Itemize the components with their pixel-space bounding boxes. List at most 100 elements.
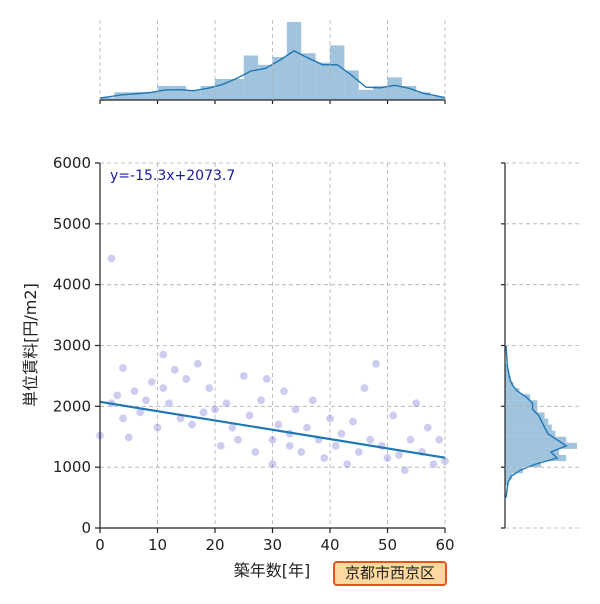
right-histogram-bar <box>505 461 541 468</box>
scatter-point <box>285 441 295 451</box>
top-histogram-bar <box>286 22 302 100</box>
scatter-point <box>187 420 197 430</box>
scatter-point <box>348 417 358 427</box>
y-tick-label: 1000 <box>53 458 91 476</box>
y-tick-label: 2000 <box>53 397 91 415</box>
right-histogram-bar <box>505 467 523 474</box>
scatter-point <box>371 359 381 369</box>
right-histogram-bar <box>505 430 556 437</box>
scatter-point <box>342 459 352 469</box>
top-histogram-bar <box>358 89 374 100</box>
scatter-point <box>428 459 438 469</box>
right-histogram-bar <box>505 406 538 413</box>
scatter-point <box>267 459 277 469</box>
scatter-point <box>250 447 260 457</box>
regression-line <box>99 400 446 459</box>
scatter-point <box>210 404 220 414</box>
top-histogram-bar <box>157 85 172 100</box>
scatter-point <box>411 398 421 408</box>
top-histogram-bar <box>114 92 129 100</box>
scatter-point <box>130 386 140 396</box>
y-tick-label: 5000 <box>53 215 91 233</box>
scatter-point <box>193 359 203 369</box>
scatter-point <box>319 453 329 463</box>
right-histogram-bar <box>505 382 514 389</box>
scatter-point <box>181 374 191 384</box>
scatter-point <box>199 407 209 417</box>
right-histogram-bar <box>505 479 509 486</box>
scatter-point <box>365 435 375 445</box>
top-histogram-bar <box>416 92 431 100</box>
right-histogram-bar <box>505 436 567 443</box>
scatter-point <box>262 374 272 384</box>
x-tick-label: 50 <box>378 536 397 554</box>
right-histogram-bar <box>505 424 552 431</box>
scatter-point <box>112 390 122 400</box>
scatter-point <box>273 420 283 430</box>
top-histogram-bar <box>215 78 230 100</box>
right-histogram-bar <box>505 455 567 462</box>
x-tick-label: 10 <box>148 536 167 554</box>
right-histogram-bar <box>505 369 510 376</box>
scatter-point <box>423 423 433 433</box>
scatter-point <box>204 383 214 393</box>
scatter-point <box>118 363 128 373</box>
y-tick-label: 0 <box>81 519 91 537</box>
top-histogram-bar <box>301 53 316 100</box>
top-histogram-bar <box>128 92 144 100</box>
scatter-point <box>388 410 398 420</box>
scatter-point <box>245 410 255 420</box>
x-tick-label: 20 <box>205 536 224 554</box>
right-histogram-bar <box>505 473 513 480</box>
scatter-point <box>296 447 306 457</box>
top-histogram-bar <box>387 77 402 100</box>
scatter-point <box>164 398 174 408</box>
location-badge: 京都市西京区 <box>333 561 447 586</box>
scatter-point <box>222 398 232 408</box>
x-tick-label: 30 <box>263 536 282 554</box>
top-histogram-bar <box>171 85 187 100</box>
top-histogram-bar <box>272 57 287 100</box>
scatter-point <box>158 383 168 393</box>
scatter-point <box>256 395 266 405</box>
scatter-point <box>302 423 312 433</box>
scatter-point <box>405 435 415 445</box>
scatter-point <box>153 423 163 433</box>
top-histogram-bar <box>100 97 115 100</box>
y-tick-label: 3000 <box>53 337 91 355</box>
scatter-point <box>336 429 346 439</box>
top-histogram-bar <box>143 92 158 100</box>
y-tick-label: 6000 <box>53 154 91 172</box>
top-histogram-bar <box>330 45 345 100</box>
scatter-point <box>158 350 168 360</box>
right-histogram-bar <box>505 388 520 395</box>
scatter-point <box>382 453 392 463</box>
y-axis-title: 単位賃料[円/m2] <box>21 283 40 407</box>
right-histogram-bar <box>505 442 577 449</box>
scatter-point <box>308 395 318 405</box>
right-histogram-bar <box>505 375 511 382</box>
top-histogram-bar <box>229 78 244 100</box>
right-histogram-bar <box>505 418 549 425</box>
regression-equation-label: y=-15.3x+2073.7 <box>110 168 235 184</box>
scatter-point <box>147 377 157 387</box>
scatter-point <box>331 441 341 451</box>
right-histogram-bar <box>505 448 559 455</box>
scatter-point <box>118 413 128 423</box>
x-tick-label: 0 <box>95 536 105 554</box>
scatter-point <box>170 365 180 375</box>
scatter-point <box>359 383 369 393</box>
scatter-point <box>233 435 243 445</box>
x-tick-label: 40 <box>320 536 339 554</box>
scatter-point <box>239 371 249 381</box>
scatter-point <box>141 395 151 405</box>
grid <box>99 20 580 529</box>
scatter-point <box>325 413 335 423</box>
top-histogram-bar <box>243 55 259 100</box>
top-histogram-bar <box>430 96 445 100</box>
scatter-point <box>354 447 364 457</box>
scatter-point <box>107 254 117 264</box>
scatter-point <box>394 450 404 460</box>
